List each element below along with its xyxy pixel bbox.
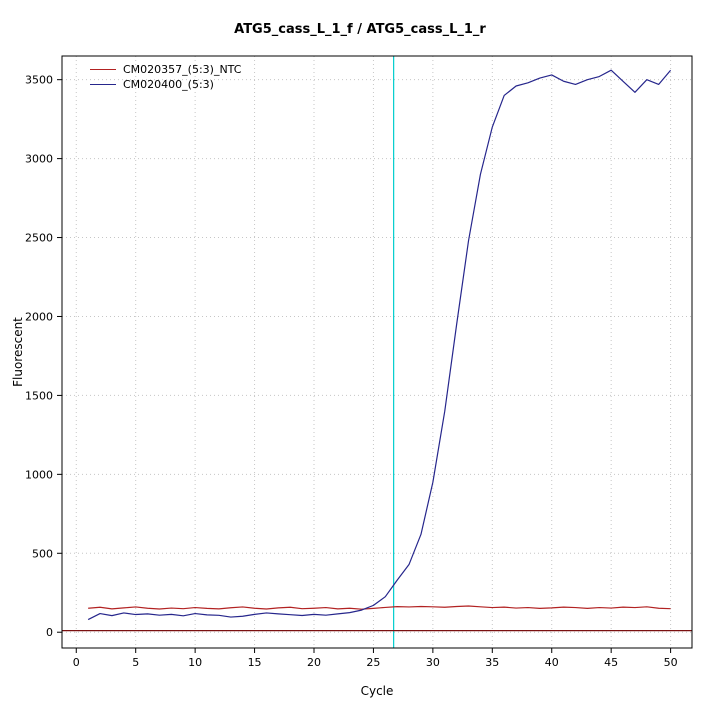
x-tick-label: 40 <box>545 656 559 669</box>
legend: CM020357_(5:3)_NTC CM020400_(5:3) <box>90 64 241 90</box>
legend-line-swatch-ntc <box>90 69 116 70</box>
plot-border <box>61 55 693 649</box>
x-tick-label: 45 <box>604 656 618 669</box>
y-tick-label: 3000 <box>25 153 53 166</box>
y-tick-label: 3500 <box>25 74 53 87</box>
y-tick-label: 1000 <box>25 468 53 481</box>
chart-title: ATG5_cass_L_1_f / ATG5_cass_L_1_r <box>234 22 486 37</box>
x-tick-label: 50 <box>664 656 678 669</box>
x-axis-label: Cycle <box>360 684 394 698</box>
y-tick-label: 2500 <box>25 232 53 245</box>
legend-label-sample: CM020400_(5:3) <box>123 78 214 91</box>
x-tick-label: 5 <box>132 656 139 669</box>
y-tick-label: 1500 <box>25 389 53 402</box>
legend-line-swatch-sample <box>90 84 116 85</box>
x-tick-label: 10 <box>188 656 202 669</box>
y-tick-label: 500 <box>32 547 53 560</box>
x-tick-label: 35 <box>485 656 499 669</box>
x-tick-label: 25 <box>366 656 380 669</box>
series-line-1 <box>87 69 672 621</box>
x-tick-label: 15 <box>248 656 262 669</box>
series-line-0 <box>88 605 671 610</box>
x-tick-label: 30 <box>426 656 440 669</box>
legend-item-ntc: CM020357_(5:3)_NTC <box>90 64 241 75</box>
legend-label-ntc: CM020357_(5:3)_NTC <box>123 63 242 76</box>
x-tick-label: 0 <box>73 656 80 669</box>
y-tick-label: 2000 <box>25 310 53 323</box>
legend-item-sample: CM020400_(5:3) <box>90 79 241 90</box>
x-tick-label: 20 <box>307 656 321 669</box>
y-tick-label: 0 <box>46 626 53 639</box>
